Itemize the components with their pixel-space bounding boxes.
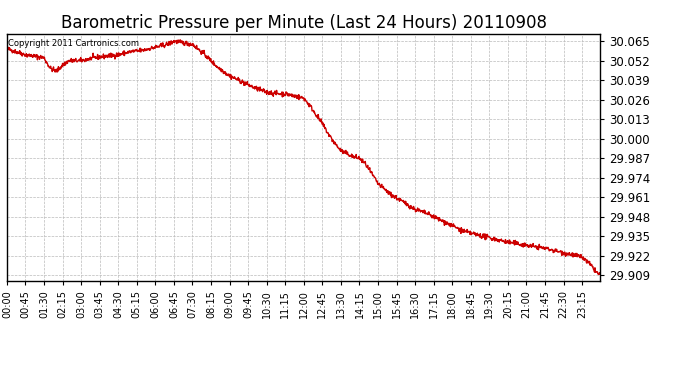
Title: Barometric Pressure per Minute (Last 24 Hours) 20110908: Barometric Pressure per Minute (Last 24 … bbox=[61, 14, 546, 32]
Text: Copyright 2011 Cartronics.com: Copyright 2011 Cartronics.com bbox=[8, 39, 139, 48]
